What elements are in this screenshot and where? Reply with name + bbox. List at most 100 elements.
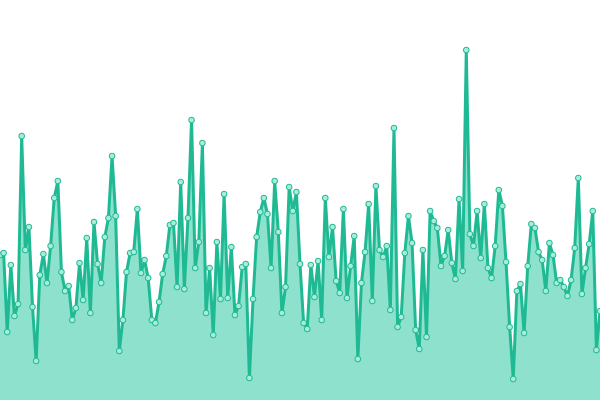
marker (228, 243, 235, 251)
marker (0, 249, 7, 257)
marker (152, 319, 159, 327)
marker (491, 242, 499, 250)
marker (87, 309, 94, 317)
marker (412, 326, 419, 334)
marker (379, 253, 387, 261)
marker (300, 319, 307, 327)
marker (358, 279, 365, 287)
marker (130, 248, 138, 256)
marker (25, 223, 33, 231)
marker (434, 224, 441, 232)
marker (54, 177, 62, 185)
marker (405, 212, 412, 220)
marker (296, 260, 304, 268)
marker (58, 268, 65, 276)
marker (571, 244, 578, 252)
marker (513, 287, 521, 295)
marker (578, 290, 586, 298)
marker (141, 256, 148, 264)
marker (585, 240, 593, 248)
marker (473, 207, 481, 215)
marker (242, 260, 250, 268)
marker (441, 252, 448, 260)
marker (206, 264, 213, 272)
marker (311, 293, 318, 301)
marker (549, 251, 557, 259)
marker (354, 355, 362, 363)
marker (430, 217, 438, 225)
marker (40, 250, 47, 258)
marker (560, 283, 568, 291)
marker (383, 242, 391, 250)
marker (444, 226, 452, 234)
marker (387, 306, 394, 314)
marker (108, 152, 116, 160)
marker (68, 316, 76, 324)
marker (22, 246, 29, 254)
marker (235, 302, 242, 310)
marker (593, 346, 600, 354)
marker (347, 262, 354, 270)
marker (105, 214, 112, 222)
marker (575, 174, 582, 182)
marker (123, 268, 130, 276)
marker (459, 267, 466, 275)
marker (188, 116, 195, 124)
marker (217, 295, 224, 303)
marker (394, 323, 401, 331)
marker (32, 357, 40, 365)
marker (191, 264, 199, 272)
marker (94, 260, 101, 268)
marker (155, 298, 163, 306)
marker (83, 234, 91, 242)
marker (264, 210, 271, 218)
marker (488, 274, 495, 282)
marker (134, 205, 141, 213)
marker (199, 139, 206, 147)
marker (368, 297, 376, 305)
marker (29, 303, 36, 311)
marker (531, 224, 539, 232)
marker (567, 276, 575, 284)
marker (18, 132, 25, 140)
marker (546, 239, 553, 247)
marker (325, 253, 333, 261)
marker (528, 220, 535, 228)
marker (65, 282, 72, 290)
marker (61, 287, 69, 295)
marker (556, 276, 564, 284)
marker (361, 248, 369, 256)
marker (177, 178, 185, 186)
marker (303, 325, 311, 333)
marker (318, 316, 325, 324)
marker (162, 252, 170, 260)
marker (184, 214, 192, 222)
marker (97, 279, 105, 287)
marker (173, 283, 181, 291)
marker (253, 233, 260, 241)
marker (144, 274, 152, 282)
marker (260, 194, 268, 202)
marker (502, 258, 510, 266)
marker (213, 238, 221, 246)
marker (470, 242, 477, 250)
marker (340, 205, 347, 213)
marker (332, 277, 340, 285)
marker (36, 271, 44, 279)
marker (390, 124, 398, 132)
marker (419, 246, 427, 254)
marker (495, 186, 503, 194)
marker (589, 207, 597, 215)
marker (524, 262, 532, 270)
marker (11, 312, 18, 320)
marker (202, 309, 210, 317)
marker (466, 230, 474, 238)
marker (452, 275, 459, 283)
marker (423, 333, 430, 341)
marker (137, 269, 145, 277)
marker (542, 287, 550, 295)
marker (397, 313, 405, 321)
marker (249, 295, 257, 303)
